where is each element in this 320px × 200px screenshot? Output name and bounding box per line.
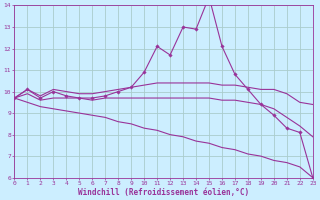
X-axis label: Windchill (Refroidissement éolien,°C): Windchill (Refroidissement éolien,°C) [78,188,249,197]
